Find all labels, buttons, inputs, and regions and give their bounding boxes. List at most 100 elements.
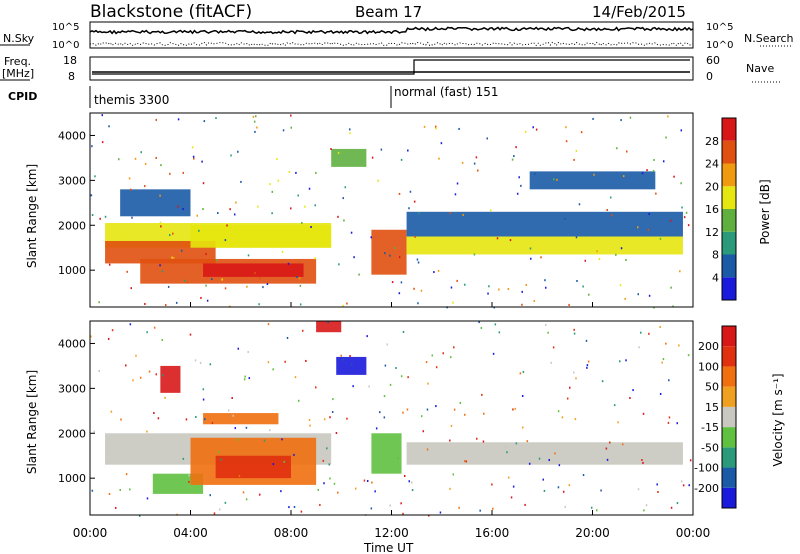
nave-line — [92, 59, 690, 75]
power-speckle — [94, 175, 96, 178]
velocity-speckle — [670, 506, 673, 509]
velocity-speckle — [298, 399, 300, 402]
velocity-speckle — [453, 408, 456, 411]
velocity-speckle — [161, 374, 164, 377]
velocity-speckle — [641, 459, 643, 462]
power-speckle — [160, 225, 162, 228]
power-speckle — [211, 278, 213, 281]
power-speckle — [297, 194, 299, 197]
velocity-speckle — [329, 416, 331, 419]
power-speckle — [342, 304, 344, 307]
velocity-speckle — [504, 446, 507, 449]
power-speckle — [625, 258, 627, 261]
power-speckle — [565, 140, 568, 143]
power-speckle — [346, 302, 348, 305]
power-speckle — [298, 277, 301, 280]
power-speckle — [169, 172, 171, 175]
velocity-speckle — [688, 484, 690, 487]
power-speckle — [230, 154, 232, 157]
power-speckle — [458, 127, 460, 130]
velocity-speckle — [182, 457, 185, 460]
velocity-speckle — [243, 378, 246, 381]
velocity-speckle — [515, 442, 518, 445]
velocity-speckle — [244, 375, 246, 378]
power-speckle — [129, 188, 132, 191]
velocity-speckle — [242, 491, 245, 494]
power-speckle — [400, 281, 403, 284]
velocity-colorbar-tick: 50 — [705, 381, 719, 394]
velocity-speckle — [667, 421, 670, 424]
velocity-speckle — [463, 413, 466, 416]
velocity-speckle — [368, 385, 370, 388]
power-speckle — [642, 239, 644, 242]
velocity-band-7 — [160, 365, 181, 393]
power-speckle — [353, 256, 355, 259]
velocity-speckle — [107, 462, 110, 465]
power-speckle — [515, 146, 517, 149]
velocity-speckle — [209, 363, 212, 366]
freq-left-label-1: Freq. — [4, 55, 31, 68]
velocity-speckle — [483, 412, 485, 415]
power-speckle — [254, 272, 256, 275]
noise-search-line — [89, 41, 694, 47]
velocity-speckle — [90, 335, 92, 338]
power-speckle — [573, 158, 575, 161]
velocity-speckle — [402, 512, 404, 515]
power-colorbar-swatch — [722, 163, 736, 187]
velocity-colorbar-tick: 100 — [698, 360, 719, 373]
power-speckle — [224, 239, 227, 242]
power-speckle — [308, 187, 311, 190]
velocity-speckle — [245, 498, 248, 501]
power-speckle — [680, 129, 683, 132]
velocity-speckle — [202, 388, 205, 391]
velocity-ytick-label: 3000 — [58, 382, 86, 395]
power-band-6 — [406, 236, 683, 255]
power-speckle — [544, 279, 546, 282]
velocity-speckle — [227, 409, 230, 412]
power-speckle — [626, 150, 628, 153]
x-tick-label: 04:00 — [173, 526, 208, 540]
power-speckle — [348, 128, 351, 131]
power-speckle — [205, 253, 207, 256]
power-speckle — [101, 114, 104, 117]
power-speckle — [391, 281, 394, 284]
velocity-speckle — [209, 494, 211, 497]
velocity-speckle — [189, 333, 192, 336]
velocity-speckle — [326, 447, 328, 450]
power-speckle — [475, 156, 478, 159]
velocity-speckle — [687, 354, 690, 357]
power-speckle — [670, 286, 672, 289]
power-speckle — [217, 212, 219, 215]
power-speckle — [350, 231, 353, 234]
velocity-speckle — [269, 429, 271, 432]
velocity-speckle — [327, 321, 329, 324]
velocity-speckle — [478, 321, 480, 324]
velocity-speckle — [519, 372, 522, 375]
power-speckle — [596, 250, 598, 253]
power-speckle — [144, 302, 146, 305]
velocity-speckle — [632, 389, 634, 392]
power-band-1 — [105, 240, 216, 264]
velocity-speckle — [566, 397, 569, 400]
velocity-colorbar-tick: -15 — [701, 421, 719, 434]
nave-right-label: Nave — [746, 62, 774, 75]
x-tick-label: 00:00 — [73, 526, 108, 540]
power-speckle — [518, 176, 520, 179]
power-speckle — [498, 288, 500, 291]
velocity-speckle — [218, 508, 221, 511]
velocity-panel: 1000 2000 3000 4000 Slant Range [km] 200 100… — [25, 320, 785, 517]
power-band-2 — [190, 225, 332, 248]
power-speckle — [398, 256, 401, 259]
power-ylabel: Slant Range [km] — [25, 164, 39, 268]
nave-tick-high: 60 — [706, 54, 720, 67]
velocity-colorbar-swatch — [722, 427, 736, 448]
power-speckle — [414, 235, 416, 238]
velocity-speckle — [153, 411, 155, 414]
power-speckle — [637, 293, 639, 296]
velocity-speckle — [403, 474, 406, 477]
velocity-speckle — [323, 418, 326, 421]
power-speckle — [91, 213, 94, 216]
velocity-speckle — [340, 354, 342, 357]
velocity-speckle — [386, 343, 388, 346]
